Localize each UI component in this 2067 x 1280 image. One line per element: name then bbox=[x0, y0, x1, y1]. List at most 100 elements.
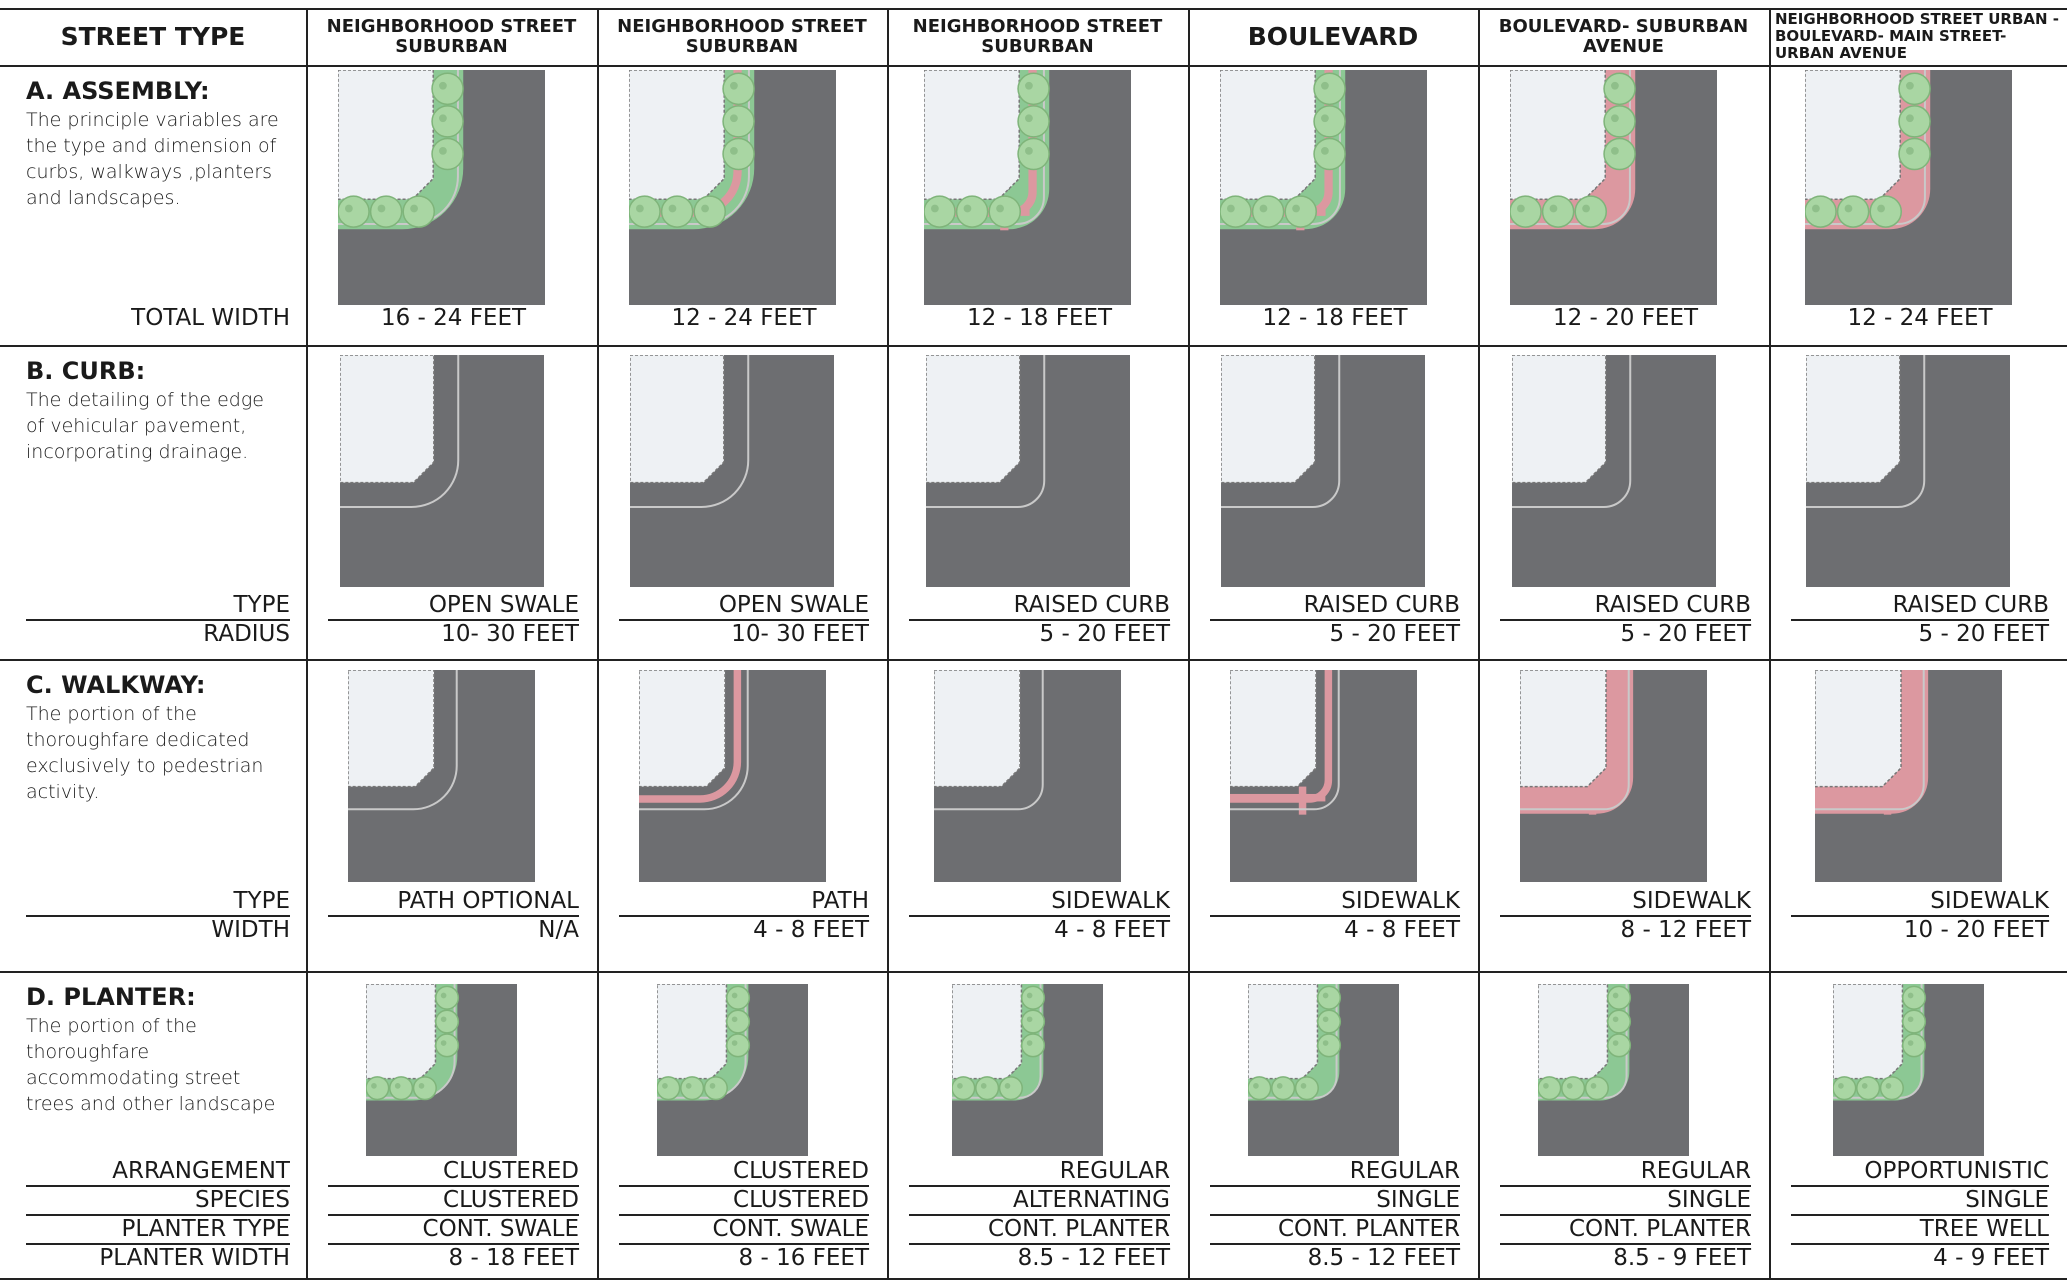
cell-value: 10- 30 FEET bbox=[441, 621, 579, 647]
column-header: BOULEVARD- SUBURBAN AVENUE bbox=[1498, 15, 1749, 57]
lot bbox=[1806, 355, 1901, 484]
tree bbox=[692, 195, 726, 228]
tree-detail bbox=[1291, 204, 1300, 213]
corner-diagram bbox=[366, 984, 517, 1156]
tree bbox=[952, 1076, 976, 1101]
tree bbox=[975, 1076, 1000, 1101]
tree-detail bbox=[1612, 1040, 1619, 1046]
cell-value: SINGLE bbox=[1210, 1187, 1460, 1216]
cell-value: 5 - 20 FEET bbox=[1329, 621, 1460, 647]
lot bbox=[924, 70, 1020, 200]
corner-diagram bbox=[1221, 355, 1425, 587]
tree bbox=[1879, 1076, 1904, 1101]
cell-value: CLUSTERED bbox=[619, 1187, 869, 1216]
corner-diagram bbox=[1511, 355, 1716, 587]
lot bbox=[1229, 670, 1317, 788]
tree bbox=[1561, 1076, 1586, 1101]
tree bbox=[1855, 1076, 1880, 1101]
tree-detail bbox=[1322, 1016, 1328, 1023]
column-header: NEIGHBORHOOD STREET SUBURBAN bbox=[912, 15, 1163, 57]
walkway bbox=[1229, 793, 1325, 802]
cell-value: REGULAR bbox=[1500, 1158, 1751, 1187]
tree-detail bbox=[394, 1083, 401, 1089]
cell-value: 4 - 9 FEET bbox=[1933, 1245, 2049, 1271]
curb-line bbox=[1804, 70, 1926, 225]
section-title: A. ASSEMBLY: bbox=[26, 77, 210, 105]
curb-line bbox=[1538, 984, 1628, 1099]
tree bbox=[366, 1076, 390, 1101]
lot bbox=[1538, 984, 1609, 1080]
walkway bbox=[1520, 793, 1616, 802]
tree-detail bbox=[1905, 147, 1914, 155]
tree bbox=[1901, 1009, 1926, 1034]
lot bbox=[952, 984, 1023, 1080]
tree bbox=[1868, 195, 1902, 228]
cell-value: N/A bbox=[538, 917, 579, 943]
tree-detail bbox=[439, 114, 447, 123]
lot bbox=[339, 355, 435, 484]
tree bbox=[369, 195, 403, 228]
section-description: The detailing of the edge of vehicular p… bbox=[26, 389, 264, 463]
curb-line bbox=[638, 670, 749, 811]
cell-value: CLUSTERED bbox=[328, 1158, 579, 1187]
tree bbox=[1017, 72, 1050, 106]
corner-diagram bbox=[1229, 670, 1417, 882]
tree-detail bbox=[1026, 1016, 1033, 1023]
lot bbox=[925, 355, 1021, 484]
tree bbox=[1606, 985, 1632, 1010]
cell-value: 8 - 18 FEET bbox=[448, 1245, 579, 1271]
tree-detail bbox=[1322, 1040, 1328, 1046]
cell-value: OPEN SWALE bbox=[328, 592, 579, 621]
tree bbox=[721, 72, 755, 106]
row-divider bbox=[0, 65, 2067, 67]
tree-detail bbox=[418, 1083, 425, 1089]
tree-detail bbox=[1612, 1016, 1619, 1023]
tree bbox=[1312, 72, 1346, 106]
corner-diagram bbox=[1806, 355, 2010, 587]
tree bbox=[998, 1076, 1023, 1101]
tree bbox=[412, 1076, 437, 1101]
curb-line bbox=[348, 670, 458, 811]
tree-detail bbox=[700, 204, 709, 213]
tree-detail bbox=[1905, 81, 1914, 90]
cell-value: 5 - 20 FEET bbox=[1918, 621, 2049, 647]
tree-detail bbox=[661, 1083, 668, 1089]
tree bbox=[703, 1076, 728, 1101]
cell-value: SIDEWALK bbox=[1210, 888, 1460, 917]
tree bbox=[1836, 195, 1869, 228]
tree-detail bbox=[1516, 204, 1525, 213]
tree-detail bbox=[1025, 114, 1033, 123]
column-header: BOULEVARD bbox=[1247, 21, 1419, 51]
tree bbox=[1574, 195, 1608, 228]
cell-value: 12 - 20 FEET bbox=[1552, 305, 1699, 331]
tree bbox=[1897, 105, 1931, 138]
lot bbox=[934, 670, 1021, 788]
cell-value: 12 - 24 FEET bbox=[671, 305, 817, 331]
tree-detail bbox=[980, 1083, 987, 1089]
lot bbox=[1814, 670, 1902, 788]
tree-detail bbox=[963, 204, 972, 213]
section-description: The portion of the thoroughfare dedicate… bbox=[26, 703, 264, 803]
column-header: NEIGHBORHOOD STREET SUBURBAN bbox=[326, 15, 577, 57]
tree-detail bbox=[1259, 204, 1267, 213]
row-divider bbox=[0, 1278, 2067, 1280]
tree bbox=[431, 105, 464, 138]
tree-detail bbox=[729, 147, 738, 155]
tree-detail bbox=[1861, 1083, 1868, 1089]
lot bbox=[1804, 70, 1901, 200]
row-label: TOTAL WIDTH bbox=[131, 305, 290, 331]
curb-line bbox=[925, 355, 1045, 508]
tree-detail bbox=[1320, 147, 1329, 155]
lot bbox=[366, 984, 437, 1080]
tree-detail bbox=[1322, 992, 1328, 999]
tree bbox=[1017, 105, 1050, 138]
tree-detail bbox=[996, 204, 1004, 213]
cell-value: 8 - 16 FEET bbox=[738, 1245, 869, 1271]
corner-diagram bbox=[1814, 670, 2002, 882]
tree bbox=[1510, 195, 1542, 228]
column-divider bbox=[1188, 8, 1190, 1278]
walkway bbox=[1298, 786, 1306, 815]
tree-detail bbox=[668, 204, 676, 213]
cell-value: SINGLE bbox=[1500, 1187, 1751, 1216]
